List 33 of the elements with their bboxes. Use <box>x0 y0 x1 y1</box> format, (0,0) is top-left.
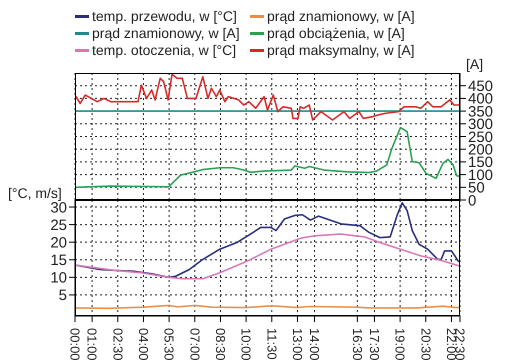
line-series <box>75 73 460 121</box>
x-tick-label: 11:30 <box>264 328 280 360</box>
y-tick-label: 15 <box>50 252 67 270</box>
y-tick-label: 10 <box>50 270 67 287</box>
x-tick-label: 08:30 <box>212 328 228 361</box>
y-tick-label: 5 <box>58 287 67 304</box>
legend-label: prąd znamionowy, w [A] <box>267 8 415 24</box>
line-series <box>75 202 460 278</box>
legend-label: prąd znamionowy, w [A] <box>92 25 240 41</box>
x-tick-label: 16:30 <box>350 328 365 361</box>
line-series <box>75 126 460 188</box>
x-tick-label: 05:30 <box>162 328 177 361</box>
legend-label: prąd obciążenia, w [A] <box>267 25 405 41</box>
x-tick-label: 02:30 <box>110 328 126 361</box>
x-tick-label: 13:00 <box>290 328 305 361</box>
y-axis-title: [°C, m/s] <box>8 185 62 201</box>
x-tick-label: 20:30 <box>418 328 434 361</box>
y-axis-title: [A] <box>466 56 484 72</box>
y-tick-label: 25 <box>50 216 67 234</box>
legend-label: temp. przewodu, w [°C] <box>92 8 237 24</box>
x-tick-label: 01:00 <box>84 328 100 361</box>
legend-label: prąd maksymalny, w [A] <box>267 42 415 58</box>
x-tick-label: 00:00 <box>68 328 82 361</box>
x-tick-label: 19:00 <box>392 328 408 361</box>
x-tick-label: 14:00 <box>307 328 322 361</box>
x-tick-label: 10:00 <box>238 328 254 361</box>
legend-label: temp. otoczenia, w [°C] <box>92 42 236 58</box>
y-tick-label: 0 <box>468 192 476 210</box>
x-tick-label: 17:30 <box>366 328 382 361</box>
y-tick-label: 20 <box>50 234 67 252</box>
x-tick-label: 07:00 <box>187 328 202 361</box>
x-tick-label: 04:00 <box>136 328 151 361</box>
line-series <box>75 233 460 280</box>
